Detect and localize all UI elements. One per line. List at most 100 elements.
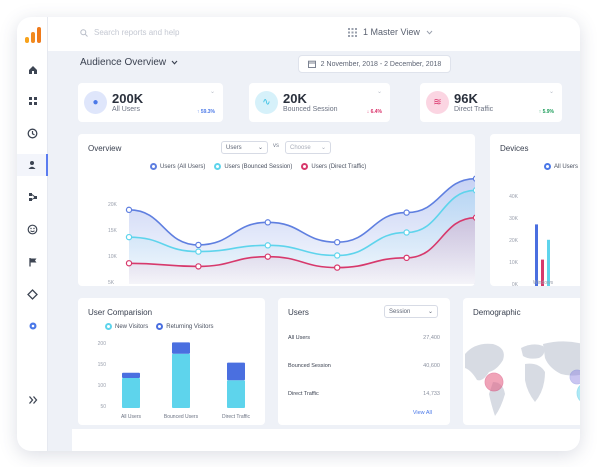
nav-realtime[interactable] bbox=[17, 122, 48, 144]
legend-label: All Users bbox=[554, 163, 579, 170]
demographic-title: Demographic bbox=[473, 308, 521, 317]
map-marker-asia bbox=[569, 369, 580, 385]
users-row[interactable]: Direct Traffic 14,733 bbox=[288, 388, 440, 400]
nav-audience[interactable] bbox=[17, 154, 48, 176]
chevron-down-icon[interactable]: ⌄ bbox=[548, 89, 554, 95]
chevron-down-icon[interactable]: ⌄ bbox=[376, 89, 382, 95]
expand-icon bbox=[28, 396, 37, 404]
stat-value: 20K bbox=[283, 91, 307, 106]
world-map bbox=[465, 341, 580, 416]
map-africa bbox=[525, 363, 545, 402]
legend-dot-icon bbox=[150, 163, 157, 170]
view-selector[interactable]: 1 Master View bbox=[348, 27, 433, 37]
returning-visitors-bar bbox=[227, 362, 245, 381]
data-point bbox=[472, 175, 475, 182]
map-europe bbox=[521, 344, 545, 359]
view-all-link[interactable]: View All bbox=[412, 410, 432, 416]
x-tick-label: Bounced Users bbox=[164, 414, 199, 420]
y-tick-label: 150 bbox=[98, 362, 107, 368]
nav-acquisition[interactable] bbox=[17, 186, 48, 208]
search-input[interactable]: Search reports and help bbox=[94, 28, 180, 37]
view-label: 1 Master View bbox=[363, 27, 420, 37]
users-card: Users Session ⌄ All Users 27,400 Bounced… bbox=[278, 298, 450, 425]
stat-delta: ↓ 6.4% bbox=[366, 109, 382, 115]
x-tick-label: Windows bbox=[533, 280, 554, 286]
stat-delta: ↑ 5.9% bbox=[538, 109, 554, 115]
devices-title: Devices bbox=[500, 144, 529, 153]
stat-card-all-users[interactable]: ● 200K All Users ⌄ ↑ 59.3% bbox=[78, 83, 223, 122]
legend-dot-icon bbox=[105, 323, 112, 330]
share-icon bbox=[28, 193, 37, 201]
chevron-down-icon: ⌄ bbox=[320, 145, 326, 151]
legend-label: Users (Bounced Session) bbox=[224, 163, 293, 170]
legend-label: Returning Visitors bbox=[166, 323, 214, 330]
metric-select-primary[interactable]: Users ⌄ bbox=[221, 141, 268, 154]
data-point bbox=[195, 241, 202, 249]
chevron-down-icon: ⌄ bbox=[257, 145, 263, 151]
device-bar bbox=[541, 259, 544, 286]
date-range-label: 2 November, 2018 - 2 December, 2018 bbox=[320, 60, 442, 68]
select-value: Choose bbox=[290, 144, 311, 151]
y-tick-label: 30K bbox=[509, 216, 519, 222]
stat-label: All Users bbox=[112, 106, 141, 113]
sidebar bbox=[17, 17, 48, 451]
legend-item[interactable]: All Users bbox=[544, 163, 578, 170]
overview-title: Overview bbox=[88, 144, 122, 153]
devices-legend: All Users bbox=[544, 163, 578, 170]
series-line bbox=[128, 216, 475, 269]
users-metric-select[interactable]: Session ⌄ bbox=[384, 305, 438, 318]
y-tick-label: 50 bbox=[100, 404, 106, 410]
nav-expand[interactable] bbox=[17, 389, 48, 411]
nav-admin[interactable] bbox=[17, 315, 48, 337]
device-bar bbox=[547, 239, 550, 286]
overview-line-chart: 20K15K10K5K2 Nov8 Nov14 Nov20 Nov26 Nov2… bbox=[108, 175, 475, 286]
user-icon bbox=[28, 161, 35, 169]
chevron-down-icon bbox=[171, 60, 178, 65]
app-window: Search reports and help 1 Master View Au… bbox=[17, 17, 580, 451]
data-point bbox=[403, 229, 410, 236]
nav-home[interactable] bbox=[17, 59, 48, 81]
map-marker-usa bbox=[484, 372, 504, 392]
data-point bbox=[334, 239, 341, 246]
users-icon: ● bbox=[84, 91, 107, 114]
metric-select-compare[interactable]: Choose ⌄ bbox=[285, 141, 331, 154]
nav-discover[interactable] bbox=[17, 283, 48, 305]
nav-dashboard[interactable] bbox=[17, 90, 48, 112]
legend-item[interactable]: New Visitors bbox=[105, 323, 148, 330]
audience-overview-dropdown[interactable]: Audience Overview bbox=[80, 57, 178, 68]
search-box[interactable]: Search reports and help bbox=[80, 28, 179, 37]
legend-label: Users (Direct Traffic) bbox=[311, 163, 367, 170]
flag-icon bbox=[28, 258, 36, 267]
chevron-down-icon[interactable]: ⌄ bbox=[209, 89, 215, 95]
y-tick-label: 10K bbox=[108, 254, 118, 260]
users-row[interactable]: All Users 27,400 bbox=[288, 332, 440, 344]
data-point bbox=[403, 254, 410, 262]
settings-icon bbox=[29, 322, 36, 330]
nav-conversions[interactable] bbox=[17, 251, 48, 273]
legend-item[interactable]: Returning Visitors bbox=[156, 323, 213, 330]
select-value: Users bbox=[226, 144, 242, 151]
series-line bbox=[128, 189, 475, 257]
stat-delta: ↑ 59.3% bbox=[196, 109, 215, 115]
smile-icon bbox=[27, 224, 38, 234]
legend-item[interactable]: Users (Direct Traffic) bbox=[301, 163, 366, 170]
demographic-card: Demographic bbox=[463, 298, 580, 425]
legend-item[interactable]: Users (All Users) bbox=[150, 163, 205, 170]
data-point bbox=[195, 263, 202, 270]
dashboard-icon bbox=[28, 97, 37, 105]
vs-label: vs bbox=[273, 143, 279, 149]
date-range-picker[interactable]: 2 November, 2018 - 2 December, 2018 bbox=[298, 55, 451, 73]
legend-label: Users (All Users) bbox=[160, 163, 206, 170]
diamond-icon bbox=[27, 288, 38, 300]
data-point bbox=[472, 187, 475, 194]
user-comparison-card: User Comparision New Visitors Returning … bbox=[78, 298, 265, 425]
users-row[interactable]: Bounced Session 40,600 bbox=[288, 360, 440, 372]
legend-item[interactable]: Users (Bounced Session) bbox=[214, 163, 292, 170]
stat-card-bounced-session[interactable]: ∿ 20K Bounced Session ⌄ ↓ 6.4% bbox=[249, 83, 390, 122]
nav-behavior[interactable] bbox=[17, 218, 48, 240]
x-tick-label: Direct Traffic bbox=[222, 414, 250, 420]
stat-card-direct-traffic[interactable]: ≋ 96K Direct Traffic ⌄ ↑ 5.9% bbox=[420, 83, 562, 122]
legend-dot-icon bbox=[156, 323, 164, 330]
legend-dot-icon bbox=[544, 163, 551, 170]
top-bar: Search reports and help 1 Master View bbox=[48, 17, 580, 51]
